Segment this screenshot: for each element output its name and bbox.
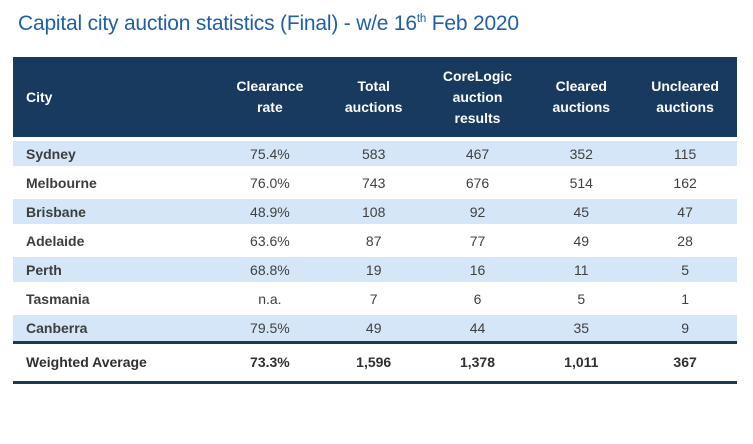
- clearance-rate-cell: 75.4%: [218, 137, 322, 168]
- city-cell: Tasmania: [13, 282, 218, 313]
- corelogic-results-cell: 77: [425, 224, 530, 255]
- column-header-city-label: City: [26, 88, 53, 105]
- uncleared-auctions-cell: 9: [633, 311, 737, 342]
- weighted-average-total-auctions: 1,596: [321, 340, 426, 384]
- title-text: Capital city auction statistics (Final) …: [18, 12, 417, 35]
- table-row-melbourne: Melbourne 76.0% 743 676 514 162: [13, 166, 737, 197]
- weighted-average-corelogic-results: 1,378: [425, 340, 530, 384]
- uncleared-auctions-cell: 115: [633, 137, 737, 168]
- weighted-average-label: Weighted Average: [13, 340, 218, 384]
- column-header-corelogic-auction-results-label: CoreLogic auction results: [442, 67, 513, 126]
- cleared-auctions-cell: 49: [529, 224, 634, 255]
- uncleared-auctions-cell: 1: [633, 282, 737, 313]
- header-row: City Clearance rate Total auctions CoreL…: [13, 57, 737, 139]
- city-cell: Brisbane: [13, 195, 218, 226]
- corelogic-results-cell: 676: [425, 166, 530, 197]
- clearance-rate-cell: 48.9%: [218, 195, 322, 226]
- table-row-tasmania: Tasmania n.a. 7 6 5 1: [13, 282, 737, 313]
- uncleared-auctions-cell: 47: [633, 195, 737, 226]
- city-cell: Perth: [13, 253, 218, 284]
- column-header-cleared-auctions: Cleared auctions: [529, 57, 634, 139]
- table-row-brisbane: Brisbane 48.9% 108 92 45 47: [13, 195, 737, 226]
- table-row-perth: Perth 68.8% 19 16 11 5: [13, 253, 737, 284]
- cleared-auctions-cell: 5: [529, 282, 634, 313]
- weighted-average-cleared-auctions: 1,011: [529, 340, 634, 384]
- total-auctions-cell: 583: [321, 137, 426, 168]
- uncleared-auctions-cell: 5: [633, 253, 737, 284]
- uncleared-auctions-cell: 28: [633, 224, 737, 255]
- cleared-auctions-cell: 514: [529, 166, 634, 197]
- clearance-rate-cell: 68.8%: [218, 253, 322, 284]
- column-header-city: City: [13, 57, 218, 139]
- column-header-total-auctions: Total auctions: [321, 57, 426, 139]
- column-header-clearance-rate: Clearance rate: [218, 57, 322, 139]
- total-auctions-cell: 108: [321, 195, 426, 226]
- total-auctions-cell: 7: [321, 282, 426, 313]
- column-header-total-auctions-label: Total auctions: [344, 78, 403, 115]
- total-auctions-cell: 49: [321, 311, 426, 342]
- cleared-auctions-cell: 352: [529, 137, 634, 168]
- column-header-uncleared-auctions: Uncleared auctions: [633, 57, 737, 139]
- auction-statistics-table: City Clearance rate Total auctions CoreL…: [13, 57, 737, 384]
- uncleared-auctions-cell: 162: [633, 166, 737, 197]
- weighted-average-row: Weighted Average 73.3% 1,596 1,378 1,011…: [13, 340, 737, 384]
- title-suffix: Feb 2020: [426, 12, 519, 35]
- column-header-clearance-rate-label: Clearance rate: [236, 78, 304, 115]
- column-header-cleared-auctions-label: Cleared auctions: [552, 78, 611, 115]
- clearance-rate-cell: 79.5%: [218, 311, 322, 342]
- total-auctions-cell: 87: [321, 224, 426, 255]
- corelogic-results-cell: 6: [425, 282, 530, 313]
- city-cell: Sydney: [13, 137, 218, 168]
- clearance-rate-cell: n.a.: [218, 282, 322, 313]
- cleared-auctions-cell: 35: [529, 311, 634, 342]
- corelogic-results-cell: 16: [425, 253, 530, 284]
- table-row-sydney: Sydney 75.4% 583 467 352 115: [13, 137, 737, 168]
- corelogic-results-cell: 92: [425, 195, 530, 226]
- clearance-rate-cell: 76.0%: [218, 166, 322, 197]
- title-superscript: th: [416, 13, 427, 25]
- table-row-canberra: Canberra 79.5% 49 44 35 9: [13, 311, 737, 342]
- corelogic-results-cell: 467: [425, 137, 530, 168]
- city-cell: Adelaide: [13, 224, 218, 255]
- city-cell: Melbourne: [13, 166, 218, 197]
- cleared-auctions-cell: 11: [529, 253, 634, 284]
- total-auctions-cell: 743: [321, 166, 426, 197]
- column-header-corelogic-auction-results: CoreLogic auction results: [425, 57, 530, 139]
- cleared-auctions-cell: 45: [529, 195, 634, 226]
- weighted-average-uncleared-auctions: 367: [633, 340, 737, 384]
- column-header-uncleared-auctions-label: Uncleared auctions: [651, 78, 719, 115]
- total-auctions-cell: 19: [321, 253, 426, 284]
- table-row-adelaide: Adelaide 63.6% 87 77 49 28: [13, 224, 737, 255]
- weighted-average-clearance-rate: 73.3%: [218, 340, 322, 384]
- clearance-rate-cell: 63.6%: [218, 224, 322, 255]
- corelogic-results-cell: 44: [425, 311, 530, 342]
- city-cell: Canberra: [13, 311, 218, 342]
- page-title: Capital city auction statistics (Final) …: [18, 12, 519, 36]
